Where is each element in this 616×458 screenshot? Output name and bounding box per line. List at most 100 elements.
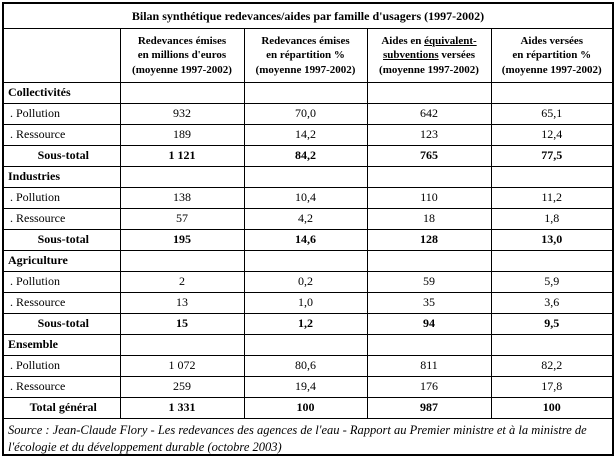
column-header: Redevances émises en répartition % (moye… [243,29,368,83]
value-cell: 3,6 [490,291,612,314]
table-row: . Pollution 932 70,0 642 65,1 [4,102,612,125]
row-label: Total général [4,396,121,419]
value-cell: 13 [119,291,245,314]
empty-cell [490,81,612,104]
row-label: . Pollution [4,102,121,125]
table-row: Agriculture [4,249,612,272]
empty-cell [119,249,245,272]
header-text: versées [438,49,475,62]
value-cell: 176 [366,375,492,398]
value-cell: 59 [366,270,492,293]
value-cell: 1,2 [243,312,368,335]
value-cell: 642 [366,102,492,125]
value-cell: 100 [243,396,368,419]
header-line: (moyenne 1997-2002) [379,63,479,76]
row-label: Ensemble [4,333,121,356]
value-cell: 128 [366,228,492,251]
column-header: Aides en équivalent-subventions versées … [366,29,492,83]
row-label: . Ressource [4,291,121,314]
value-cell: 70,0 [243,102,368,125]
value-cell: 19,4 [243,375,368,398]
table-row: . Pollution 138 10,4 110 11,2 [4,186,612,209]
value-cell: 123 [366,123,492,146]
row-label: Sous-total [4,312,121,335]
table-row: Total général 1 331 100 987 100 [4,396,612,419]
value-cell: 1 121 [119,144,245,167]
header-line: en répartition % [266,49,345,62]
header-line: en millions d'euros [137,49,227,62]
empty-cell [119,333,245,356]
column-header: Aides versées en répartition % (moyenne … [490,29,612,83]
empty-cell [243,81,368,104]
value-cell: 195 [119,228,245,251]
row-label: . Ressource [4,207,121,230]
value-cell: 138 [119,186,245,209]
header-row: Redevances émises en millions d'euros (m… [4,29,612,83]
value-cell: 10,4 [243,186,368,209]
empty-cell [119,165,245,188]
table-row: Collectivités [4,81,612,104]
value-cell: 1,8 [490,207,612,230]
value-cell: 11,2 [490,186,612,209]
table-row: Ensemble [4,333,612,356]
empty-header-cell [4,29,121,83]
empty-cell [243,249,368,272]
source-note: Source : Jean-Claude Flory - Les redevan… [8,422,587,455]
value-cell: 987 [366,396,492,419]
header-line: (moyenne 1997-2002) [501,63,602,76]
value-cell: 94 [366,312,492,335]
empty-cell [366,81,492,104]
value-cell: 2 [119,270,245,293]
value-cell: 1 072 [119,354,245,377]
table-row: Sous-total 15 1,2 94 9,5 [4,312,612,335]
header-line: Aides versées [520,35,584,47]
value-cell: 65,1 [490,102,612,125]
data-table: Redevances émises en millions d'euros (m… [4,29,612,419]
value-cell: 15 [119,312,245,335]
header-text-underlined: équivalent-subventions [383,35,477,62]
value-cell: 13,0 [490,228,612,251]
value-cell: 35 [366,291,492,314]
table-row: Industries [4,165,612,188]
row-label: . Ressource [4,375,121,398]
empty-cell [243,333,368,356]
value-cell: 9,5 [490,312,612,335]
header-text: Aides en [381,35,425,47]
table-row: . Ressource 13 1,0 35 3,6 [4,291,612,314]
value-cell: 57 [119,207,245,230]
empty-cell [490,165,612,188]
value-cell: 84,2 [243,144,368,167]
header-line: (moyenne 1997-2002) [255,63,356,76]
header-line: Redevances émises [137,35,227,47]
empty-cell [243,165,368,188]
table-row: Sous-total 1 121 84,2 765 77,5 [4,144,612,167]
table-row: . Ressource 189 14,2 123 12,4 [4,123,612,146]
value-cell: 765 [366,144,492,167]
value-cell: 259 [119,375,245,398]
value-cell: 12,4 [490,123,612,146]
empty-cell [366,333,492,356]
value-cell: 80,6 [243,354,368,377]
value-cell: 100 [490,396,612,419]
row-label: Sous-total [4,228,121,251]
table-row: . Pollution 1 072 80,6 811 82,2 [4,354,612,377]
value-cell: 14,2 [243,123,368,146]
table-row: . Pollution 2 0,2 59 5,9 [4,270,612,293]
value-cell: 82,2 [490,354,612,377]
row-label: . Pollution [4,270,121,293]
value-cell: 189 [119,123,245,146]
value-cell: 811 [366,354,492,377]
value-cell: 5,9 [490,270,612,293]
value-cell: 110 [366,186,492,209]
row-label: Sous-total [4,144,121,167]
row-label: Industries [4,165,121,188]
row-label: . Pollution [4,354,121,377]
value-cell: 18 [366,207,492,230]
row-label: Agriculture [4,249,121,272]
document-title: Bilan synthétique redevances/aides par f… [4,4,612,29]
empty-cell [366,165,492,188]
column-header: Redevances émises en millions d'euros (m… [119,29,245,83]
header-line: en répartition % [512,49,592,62]
value-cell: 1 331 [119,396,245,419]
